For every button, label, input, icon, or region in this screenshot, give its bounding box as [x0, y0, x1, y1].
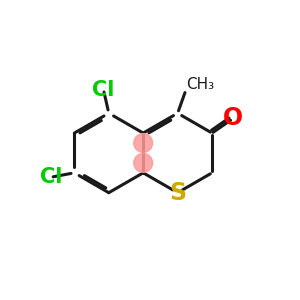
Text: S: S: [169, 181, 186, 205]
Circle shape: [134, 154, 153, 172]
Text: Cl: Cl: [40, 167, 62, 187]
Text: CH₃: CH₃: [187, 77, 214, 92]
Text: Cl: Cl: [92, 80, 115, 100]
Circle shape: [134, 134, 153, 152]
Text: O: O: [223, 106, 243, 130]
